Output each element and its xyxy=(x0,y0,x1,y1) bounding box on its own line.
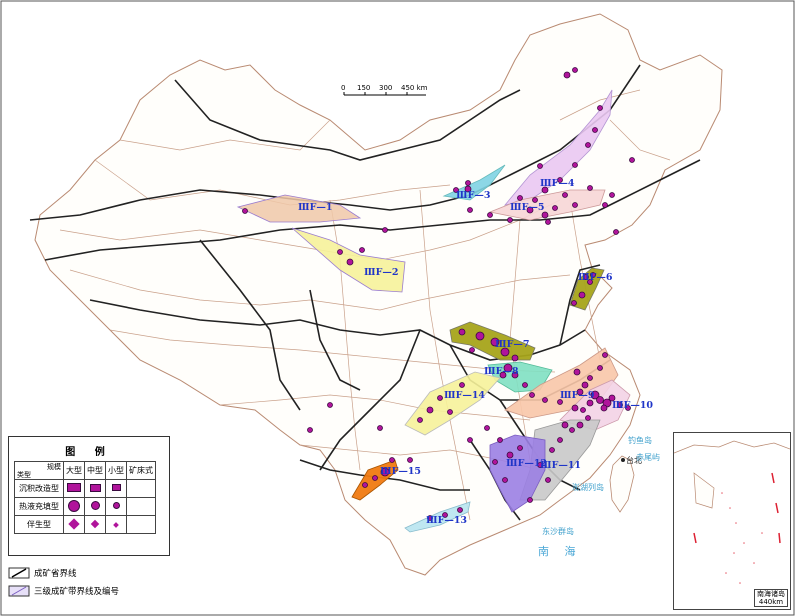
legend-col-medium: 中型 xyxy=(84,461,106,480)
south-china-sea-inset: 南海诸岛 440km xyxy=(673,432,791,610)
scale-tick-300: 300 xyxy=(379,84,392,92)
assoc-medium-symbol xyxy=(90,519,100,529)
legend: 图 例 规模 类型 大型 中型 小型 矿床式 沉积改造型 热液充填型 xyxy=(8,436,170,556)
legend-row-associated: 伴生型 xyxy=(14,515,64,534)
zone-label-f10: ⅢF—10 xyxy=(612,400,653,411)
zone-labels: ⅢF—1 ⅢF—2 ⅢF—3 ⅢF—4 ⅢF—5 ⅢF—6 ⅢF—7 ⅢF—8 … xyxy=(298,178,653,526)
city-marker xyxy=(621,458,625,462)
zone-label-f14: ⅢF—14 xyxy=(444,390,485,401)
scale-bar: 0 150 300 450 km xyxy=(341,84,428,96)
legend-col-type: 矿床式 xyxy=(126,461,156,480)
legend-corner-top: 规模 xyxy=(47,462,61,471)
sea-nanhai: 南 海 xyxy=(538,544,582,558)
zone-f6[interactable] xyxy=(569,267,605,311)
zone-f13[interactable] xyxy=(404,501,471,533)
zone-label-f3: ⅢF—3 xyxy=(456,190,490,201)
place-chiwei: 赤尾屿 xyxy=(636,453,660,462)
scale-tick-150: 150 xyxy=(357,84,370,92)
place-dongsha: 东沙群岛 xyxy=(542,526,574,536)
zone-label-f9: ⅢF—9 xyxy=(560,390,595,401)
zone-label-f1: ⅢF—1 xyxy=(298,202,332,213)
zone-label-f5: ⅢF—5 xyxy=(510,202,544,213)
key-belt: 三级成矿带界线及编号 xyxy=(8,585,119,597)
belt-line-icon xyxy=(8,585,30,597)
inset-label-top: 南海诸岛 xyxy=(757,590,785,598)
taiwan-island xyxy=(609,455,635,513)
sed-large-symbol xyxy=(67,483,81,492)
zone-label-f15: ⅢF—15 xyxy=(380,466,421,477)
zone-f5[interactable] xyxy=(488,189,606,221)
province-line-icon xyxy=(8,567,30,579)
legend-corner: 规模 类型 xyxy=(14,461,64,480)
legend-col-large: 大型 xyxy=(63,461,85,480)
zone-f14[interactable] xyxy=(404,371,501,436)
place-penghu: 澎湖列岛 xyxy=(572,482,604,492)
assoc-small-symbol xyxy=(113,522,119,528)
zone-label-f7: ⅢF—7 xyxy=(495,339,529,350)
legend-corner-bottom: 类型 xyxy=(17,470,31,479)
zone-label-f13: ⅢF—13 xyxy=(426,515,467,526)
sed-small-symbol xyxy=(111,484,121,491)
hydro-small-symbol xyxy=(112,502,120,509)
assoc-large-symbol xyxy=(68,517,80,530)
key-province: 成矿省界线 xyxy=(8,567,77,579)
zone-f3[interactable] xyxy=(442,164,506,201)
legend-title: 图 例 xyxy=(65,447,113,458)
zone-label-f8: ⅢF—8 xyxy=(484,366,519,377)
hydro-large-symbol xyxy=(68,499,80,512)
inset-label: 南海诸岛 440km xyxy=(754,589,788,607)
scale-tick-450: 450 km xyxy=(401,84,428,92)
hydro-medium-symbol xyxy=(90,501,100,510)
legend-row-sedimentary: 沉积改造型 xyxy=(14,479,64,498)
zone-f1[interactable] xyxy=(236,194,362,223)
legend-col-small: 小型 xyxy=(105,461,127,480)
zone-label-f2: ⅢF—2 xyxy=(364,267,398,278)
zone-label-f4: ⅢF—4 xyxy=(540,178,575,189)
inset-label-bottom: 440km xyxy=(758,598,784,606)
key-belt-label: 三级成矿带界线及编号 xyxy=(34,587,120,597)
place-diaoyu: 钓鱼岛 xyxy=(628,435,652,445)
zone-label-f6: ⅢF—6 xyxy=(578,272,613,283)
legend-row-hydrothermal: 热液充填型 xyxy=(14,497,64,516)
zone-label-f11: ⅢF—11 xyxy=(540,460,581,471)
key-province-label: 成矿省界线 xyxy=(34,569,77,579)
scale-tick-0: 0 xyxy=(341,84,345,92)
inset-map xyxy=(674,440,790,584)
place-taibei: 台北 xyxy=(626,455,642,465)
deposit-symbols xyxy=(242,67,635,521)
zone-label-f12: ⅢF—12 xyxy=(506,458,547,469)
line-keys: 成矿省界线 三级成矿带界线及编号 xyxy=(8,565,208,605)
legend-table: 规模 类型 大型 中型 小型 矿床式 沉积改造型 热液充填型 伴生型 xyxy=(14,461,156,534)
sed-medium-symbol xyxy=(89,483,101,492)
